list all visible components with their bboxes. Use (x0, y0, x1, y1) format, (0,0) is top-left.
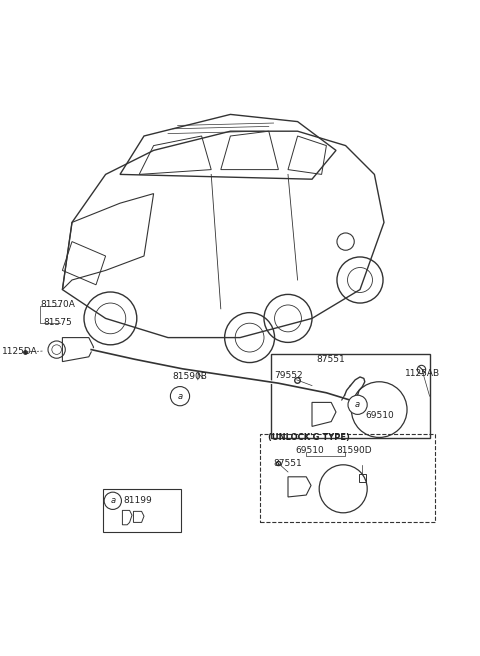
Text: 1125DA: 1125DA (2, 348, 38, 356)
Text: 81590B: 81590B (173, 373, 208, 381)
Bar (271, 354, 430, 438)
Text: 87551: 87551 (317, 355, 346, 364)
Text: a: a (178, 392, 182, 401)
Circle shape (170, 386, 190, 406)
Circle shape (348, 395, 367, 415)
Text: 69510: 69510 (366, 411, 395, 420)
Bar (103, 489, 181, 532)
Text: 81575: 81575 (43, 318, 72, 327)
Text: 79552: 79552 (275, 371, 303, 380)
Bar (260, 434, 435, 522)
Text: 81199: 81199 (124, 497, 153, 505)
Text: a: a (110, 497, 115, 505)
Text: (UNLOCK'G TYPE): (UNLOCK'G TYPE) (268, 433, 350, 442)
Text: 1125AB: 1125AB (405, 369, 440, 378)
Text: 81570A: 81570A (41, 300, 76, 310)
Text: 69510: 69510 (295, 446, 324, 455)
Text: 87551: 87551 (274, 459, 302, 468)
Text: 81590D: 81590D (336, 446, 372, 455)
Circle shape (104, 492, 121, 510)
Text: a: a (355, 400, 360, 409)
